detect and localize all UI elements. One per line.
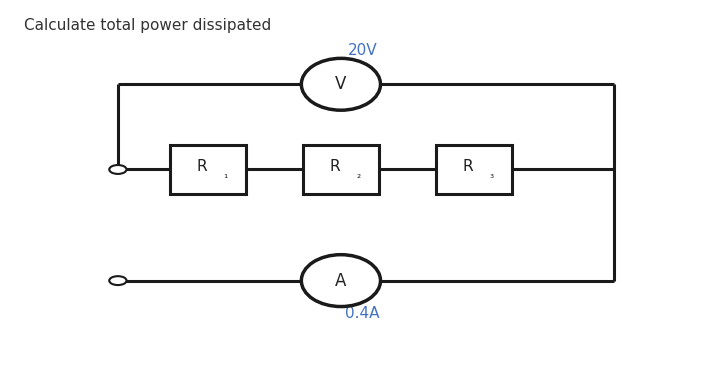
Circle shape xyxy=(109,165,127,174)
Text: R: R xyxy=(196,159,207,174)
Text: ₂: ₂ xyxy=(357,170,361,180)
FancyBboxPatch shape xyxy=(303,146,378,194)
Ellipse shape xyxy=(302,255,381,306)
Text: V: V xyxy=(335,75,347,93)
Text: A: A xyxy=(335,271,347,290)
Text: 20V: 20V xyxy=(348,44,378,58)
FancyBboxPatch shape xyxy=(170,146,246,194)
Circle shape xyxy=(109,276,127,285)
Text: R: R xyxy=(330,159,341,174)
Text: R: R xyxy=(463,159,473,174)
Text: ₃: ₃ xyxy=(490,170,494,180)
Ellipse shape xyxy=(302,58,381,110)
FancyBboxPatch shape xyxy=(436,146,512,194)
Text: ₁: ₁ xyxy=(224,170,228,180)
Text: Calculate total power dissipated: Calculate total power dissipated xyxy=(25,18,272,33)
Text: 0.4A: 0.4A xyxy=(344,306,379,321)
